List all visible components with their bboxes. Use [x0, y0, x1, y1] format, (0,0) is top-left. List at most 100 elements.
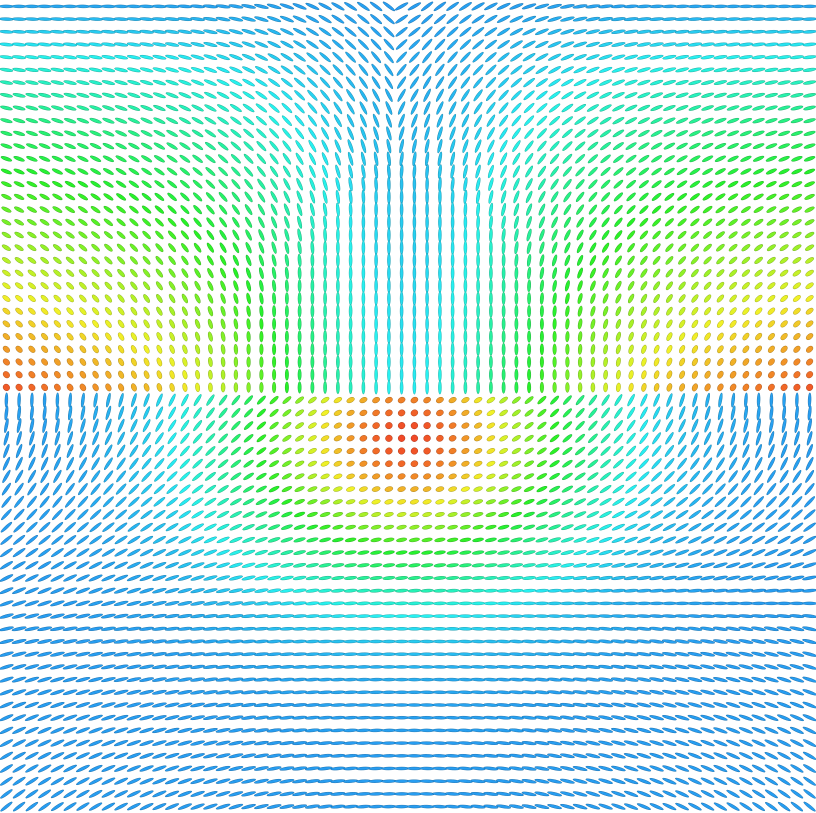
- glyph: [450, 342, 455, 357]
- glyph: [501, 266, 506, 280]
- glyph: [662, 29, 677, 34]
- glyph: [344, 14, 357, 24]
- glyph: [470, 614, 486, 618]
- glyph: [310, 304, 315, 318]
- glyph: [152, 42, 167, 47]
- glyph: [305, 15, 320, 23]
- glyph: [700, 67, 715, 73]
- glyph: [412, 304, 417, 319]
- glyph: [164, 17, 180, 21]
- glyph: [49, 4, 65, 9]
- glyph: [450, 240, 455, 255]
- glyph: [293, 52, 306, 62]
- glyph: [75, 55, 90, 60]
- glyph: [412, 214, 417, 230]
- glyph: [399, 367, 404, 382]
- glyph: [726, 55, 741, 60]
- glyph: [458, 614, 473, 618]
- glyph: [259, 381, 264, 393]
- glyph: [323, 330, 327, 344]
- glyph: [573, 41, 588, 48]
- glyph: [476, 380, 480, 395]
- glyph: [489, 380, 493, 394]
- glyph: [552, 330, 557, 343]
- glyph: [272, 343, 277, 356]
- glyph: [687, 29, 703, 34]
- glyph: [450, 329, 455, 344]
- glyph: [438, 278, 442, 293]
- glyph: [280, 53, 294, 62]
- glyph: [687, 55, 702, 60]
- glyph: [560, 601, 575, 606]
- glyph: [598, 29, 613, 35]
- glyph: [246, 356, 251, 368]
- glyph: [450, 380, 455, 395]
- glyph: [438, 316, 442, 331]
- glyph: [371, 76, 381, 89]
- glyph: [450, 304, 455, 319]
- glyph: [348, 278, 353, 293]
- glyph: [409, 76, 419, 89]
- glyph: [374, 367, 378, 382]
- glyph: [412, 316, 417, 332]
- glyph: [463, 316, 468, 331]
- glyph: [310, 266, 315, 280]
- glyph: [310, 342, 315, 356]
- glyph: [37, 55, 52, 60]
- glyph: [572, 601, 588, 606]
- glyph: [101, 80, 116, 86]
- glyph: [348, 253, 353, 268]
- glyph: [220, 382, 226, 393]
- glyph: [336, 329, 340, 344]
- glyph: [438, 354, 442, 370]
- glyph: [586, 79, 600, 86]
- glyph: [306, 64, 319, 75]
- glyph: [509, 3, 524, 10]
- glyph: [297, 266, 302, 280]
- glyph: [37, 80, 52, 85]
- glyph: [267, 28, 282, 36]
- glyph: [345, 76, 356, 89]
- glyph: [319, 64, 331, 76]
- glyph: [361, 253, 366, 268]
- glyph: [802, 601, 816, 606]
- glyph: [438, 367, 442, 382]
- glyph: [412, 240, 417, 255]
- glyph: [598, 66, 613, 73]
- glyph: [374, 291, 378, 306]
- glyph: [285, 317, 289, 331]
- glyph: [272, 330, 277, 343]
- glyph: [789, 42, 805, 47]
- glyph: [450, 291, 455, 306]
- glyph: [310, 291, 315, 306]
- glyph: [422, 51, 432, 64]
- glyph: [496, 614, 511, 618]
- glyph: [216, 54, 230, 61]
- glyph: [547, 614, 562, 618]
- glyph: [751, 55, 766, 60]
- glyph: [419, 665, 435, 669]
- glyph: [438, 227, 442, 243]
- glyph: [802, 55, 816, 60]
- glyph: [489, 279, 493, 293]
- glyph: [399, 202, 404, 217]
- glyph: [577, 369, 583, 380]
- glyph: [336, 227, 340, 243]
- glyph: [535, 78, 548, 87]
- glyph: [358, 76, 368, 89]
- glyph: [361, 329, 366, 344]
- glyph: [483, 601, 498, 606]
- glyph: [387, 316, 391, 332]
- glyph: [438, 253, 442, 268]
- glyph: [370, 26, 382, 38]
- glyph: [139, 54, 154, 60]
- glyph: [675, 55, 690, 60]
- glyph: [407, 614, 422, 618]
- glyph: [476, 329, 480, 344]
- glyph: [348, 304, 353, 319]
- glyph: [203, 29, 218, 35]
- glyph: [688, 67, 702, 73]
- glyph: [419, 754, 435, 758]
- glyph: [356, 627, 371, 631]
- glyph: [399, 342, 404, 357]
